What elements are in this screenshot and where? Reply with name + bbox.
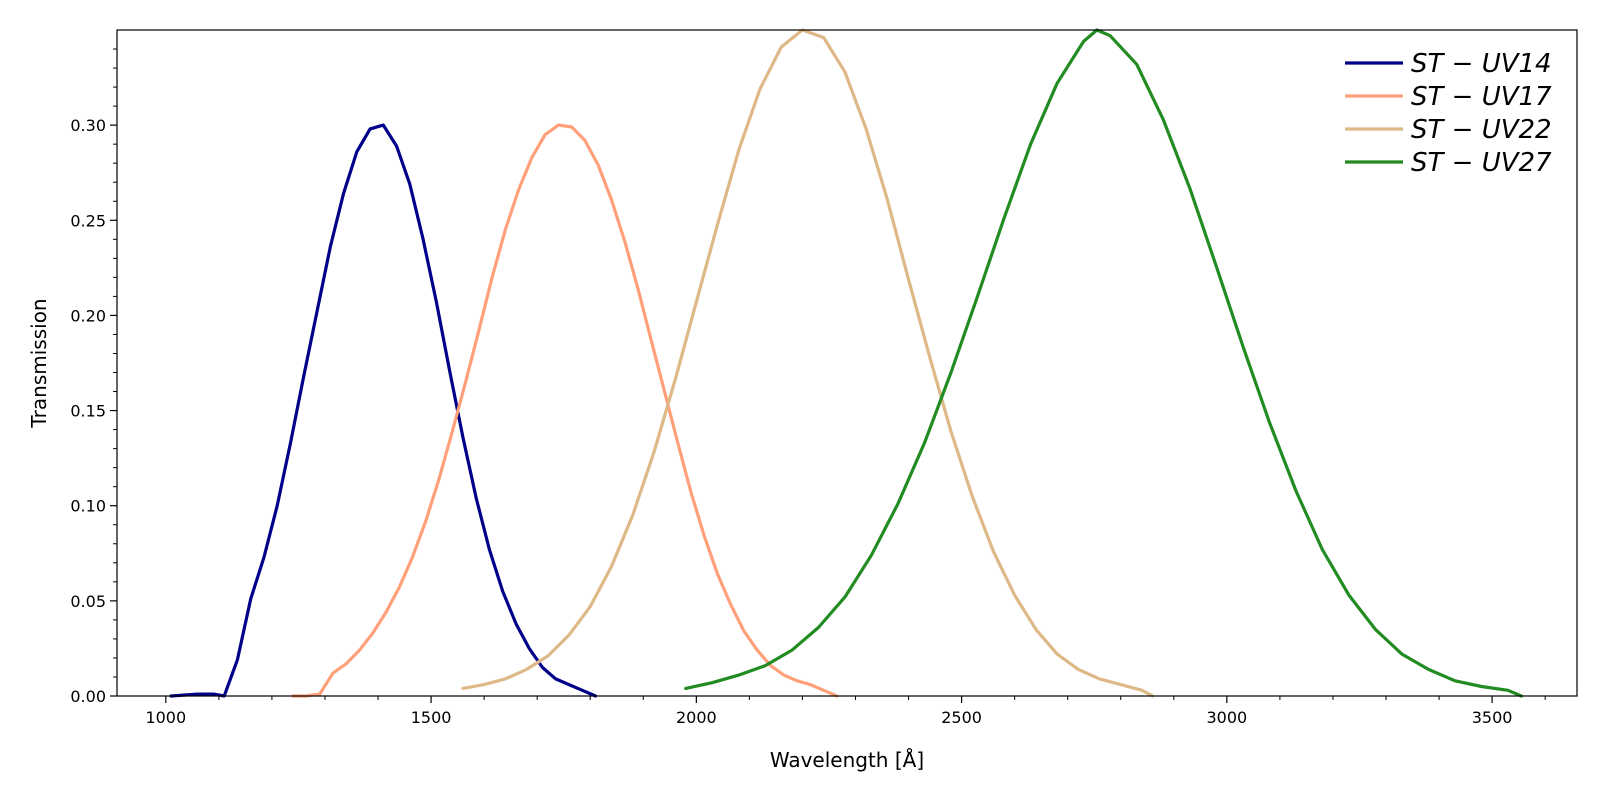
plot-frame xyxy=(116,29,1578,697)
y-tick-label: 0.15 xyxy=(70,402,106,421)
series-line-3 xyxy=(461,28,1155,698)
x-tick-label: 1500 xyxy=(411,708,452,727)
legend-label: ST − UV27 xyxy=(1411,148,1552,178)
series-line-1 xyxy=(169,123,598,698)
y-tick-label: 0.05 xyxy=(70,592,106,611)
y-axis-title: Transmission xyxy=(27,298,51,428)
y-tick-label: 0.20 xyxy=(70,306,106,325)
y-tick-label: 0.30 xyxy=(70,116,106,135)
x-axis-title: Wavelength [Å] xyxy=(770,748,924,772)
series-line-4 xyxy=(684,28,1523,698)
axis-ticks: 1000 1500 2000 2500 3000 3500 0.00 0.05 0.10 0.15… xyxy=(70,48,1546,727)
y-tick-label: 0.25 xyxy=(70,211,106,230)
series-curves xyxy=(169,28,1523,698)
y-tick-label: 0.10 xyxy=(70,497,106,516)
x-tick-label: 2000 xyxy=(676,708,717,727)
x-tick-label: 3500 xyxy=(1472,708,1513,727)
x-tick-label: 1000 xyxy=(145,708,186,727)
y-tick-label: 0.00 xyxy=(70,687,106,706)
x-tick-label: 3000 xyxy=(1206,708,1247,727)
legend-label: ST − UV22 xyxy=(1411,115,1552,145)
legend-label: ST − UV14 xyxy=(1411,49,1552,79)
x-tick-label: 2500 xyxy=(941,708,982,727)
legend-label: ST − UV17 xyxy=(1411,82,1552,112)
series-line-2 xyxy=(291,123,839,698)
